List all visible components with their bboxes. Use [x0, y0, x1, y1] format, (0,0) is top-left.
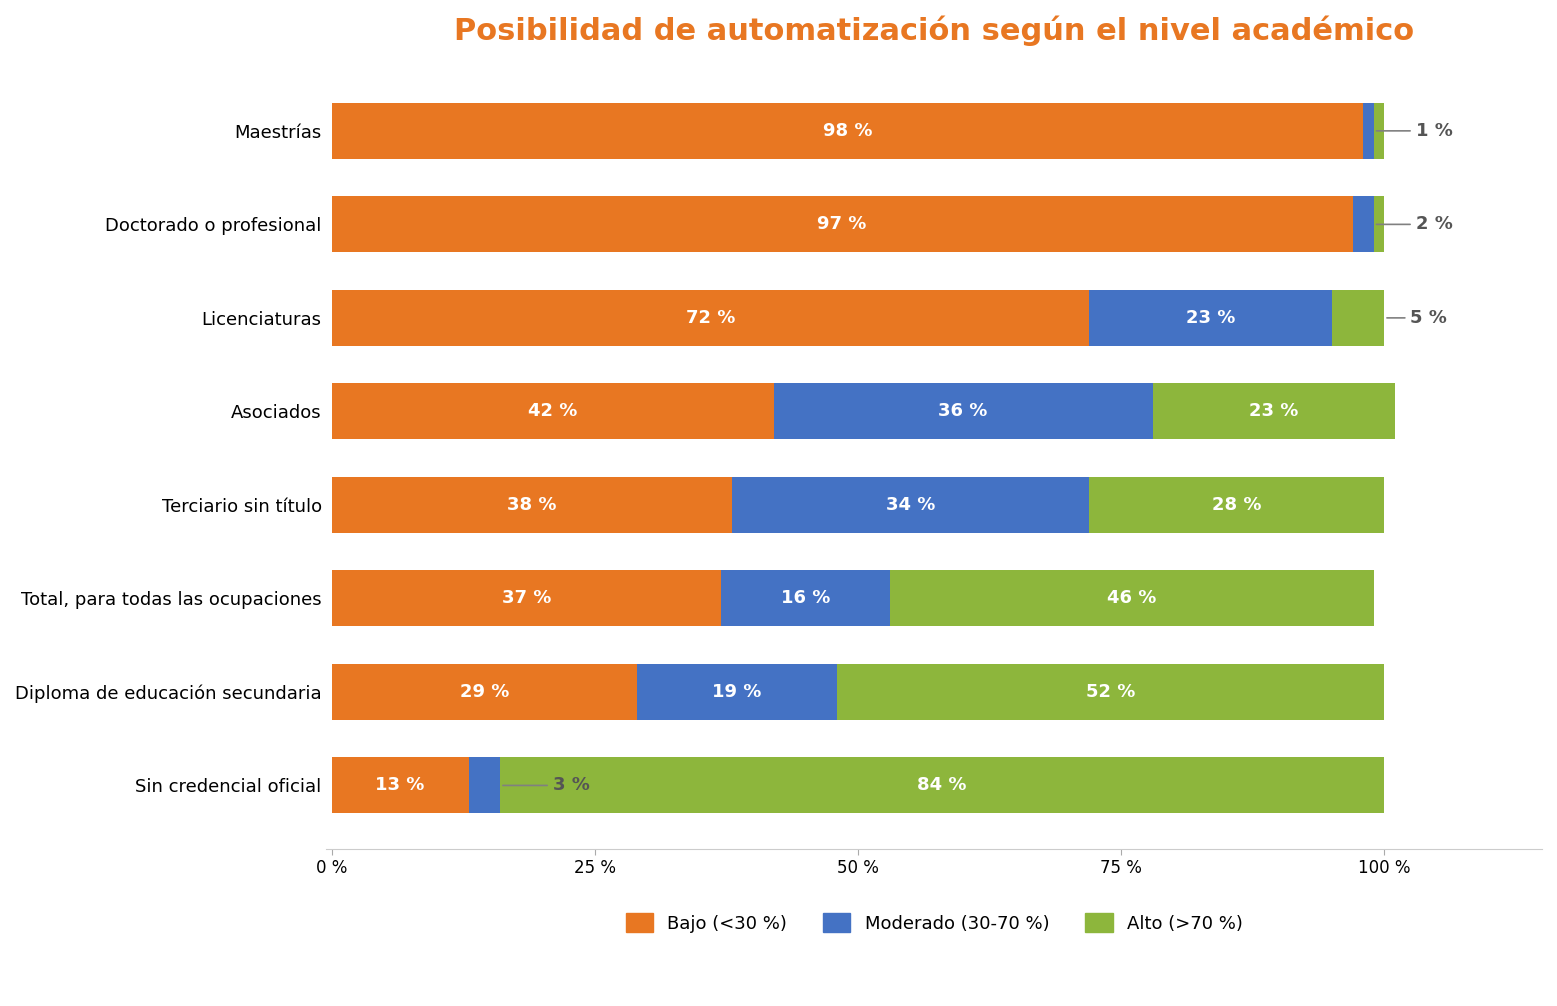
Bar — [1373, 196, 1384, 253]
Text: 23 %: 23 % — [1249, 402, 1299, 421]
Bar — [500, 758, 1384, 814]
Bar — [1090, 477, 1384, 533]
Text: 34 %: 34 % — [886, 496, 936, 514]
Text: 5 %: 5 % — [1387, 309, 1448, 327]
Text: 19 %: 19 % — [712, 683, 761, 701]
Bar — [1373, 103, 1384, 159]
Text: 38 %: 38 % — [508, 496, 556, 514]
Title: Posibilidad de automatización según el nivel académico: Posibilidad de automatización según el n… — [455, 15, 1414, 45]
Bar — [332, 477, 732, 533]
Text: 98 %: 98 % — [822, 122, 872, 140]
Bar — [1152, 383, 1395, 440]
Bar — [1090, 290, 1331, 346]
Text: 52 %: 52 % — [1085, 683, 1135, 701]
Bar — [469, 758, 500, 814]
Text: 3 %: 3 % — [503, 777, 590, 795]
Text: 16 %: 16 % — [780, 590, 830, 608]
Bar — [1353, 196, 1373, 253]
Bar — [332, 196, 1353, 253]
Text: 36 %: 36 % — [939, 402, 987, 421]
Bar — [1362, 103, 1373, 159]
Bar — [774, 383, 1152, 440]
Bar — [838, 664, 1384, 720]
Text: 37 %: 37 % — [501, 590, 551, 608]
Text: 42 %: 42 % — [528, 402, 578, 421]
Bar — [1331, 290, 1384, 346]
Text: 46 %: 46 % — [1107, 590, 1157, 608]
Bar — [332, 664, 637, 720]
Bar — [332, 758, 469, 814]
Bar — [332, 570, 721, 627]
Text: 28 %: 28 % — [1211, 496, 1261, 514]
Text: 84 %: 84 % — [917, 777, 967, 795]
Bar — [332, 383, 774, 440]
Text: 1 %: 1 % — [1376, 122, 1453, 140]
Text: 23 %: 23 % — [1186, 309, 1235, 327]
Text: 29 %: 29 % — [459, 683, 509, 701]
Text: 2 %: 2 % — [1376, 215, 1453, 233]
Legend: Bajo (<30 %), Moderado (30-70 %), Alto (>70 %): Bajo (<30 %), Moderado (30-70 %), Alto (… — [617, 904, 1252, 942]
Bar — [332, 103, 1362, 159]
Bar — [732, 477, 1090, 533]
Bar — [889, 570, 1373, 627]
Bar — [721, 570, 889, 627]
Bar — [332, 290, 1090, 346]
Text: 72 %: 72 % — [687, 309, 735, 327]
Text: 97 %: 97 % — [817, 215, 867, 233]
Text: 13 %: 13 % — [375, 777, 425, 795]
Bar — [637, 664, 838, 720]
